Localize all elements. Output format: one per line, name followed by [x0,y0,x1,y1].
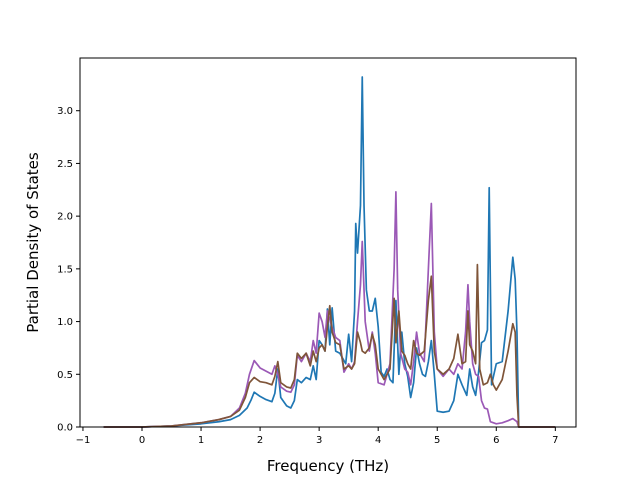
x-axis: −1 0 1 2 3 4 5 6 7 [76,427,559,446]
plot-frame [79,57,577,428]
y-tick-label: 1.0 [57,317,73,328]
y-axis: 0.0 0.5 1.0 1.5 2.0 2.5 3.0 [57,106,80,434]
x-tick-label: 0 [139,435,145,446]
x-tick-label: −1 [76,435,91,446]
series-line-1 [103,76,556,428]
y-tick-label: 1.5 [57,264,73,275]
x-tick-label: 1 [198,435,204,446]
x-tick-label: 4 [375,435,381,446]
x-tick-label: 2 [257,435,263,446]
y-tick-label: 3.0 [57,106,73,117]
x-tick-label: 3 [316,435,322,446]
x-tick-label: 5 [434,435,440,446]
y-axis-label: Partial Density of States [24,152,42,333]
x-tick-label: 7 [552,435,558,446]
series-line-3 [103,263,556,428]
y-tick-label: 0.0 [57,423,73,434]
y-tick-label: 0.5 [57,370,73,381]
x-axis-label: Frequency (THz) [267,457,389,475]
series-line-2 [103,191,556,428]
y-tick-label: 2.0 [57,212,73,223]
series-layer [103,76,556,428]
x-tick-label: 6 [493,435,499,446]
y-tick-label: 2.5 [57,159,73,170]
